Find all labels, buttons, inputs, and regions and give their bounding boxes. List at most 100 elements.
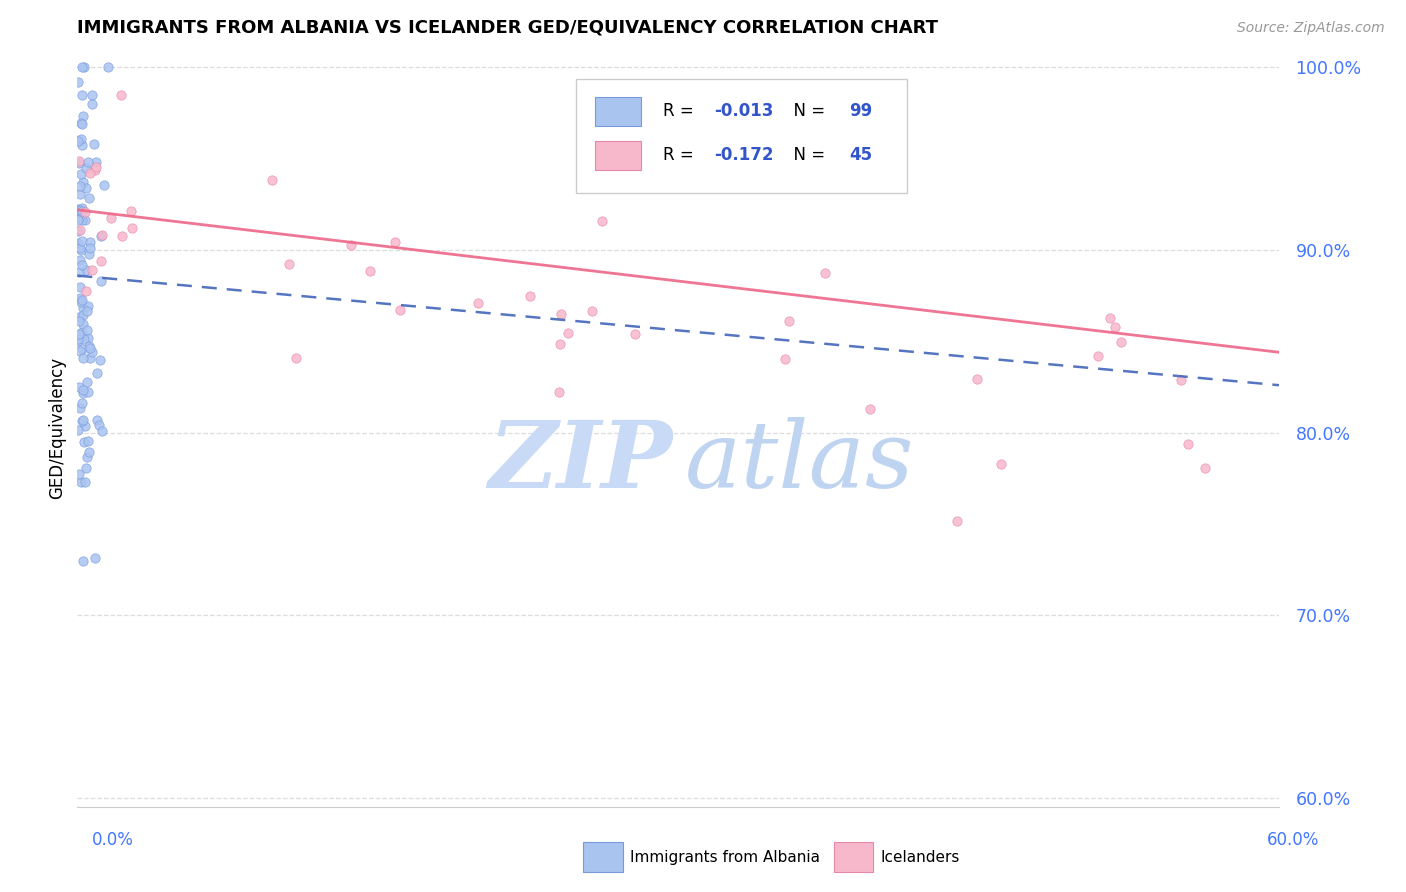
- Point: [76, 450, 98, 465]
- Point: [84, 160, 107, 174]
- Point: [77, 385, 100, 400]
- Point: [75, 263, 97, 277]
- Point: [1087, 349, 1109, 363]
- Point: [1194, 461, 1216, 475]
- Point: [70, 132, 93, 146]
- Point: [69, 223, 91, 237]
- Point: [278, 257, 301, 271]
- Point: [467, 295, 489, 310]
- Point: [70, 293, 93, 308]
- Point: [86, 366, 108, 380]
- Point: [75, 460, 97, 475]
- Point: [773, 351, 796, 366]
- Point: [67, 380, 90, 394]
- FancyBboxPatch shape: [576, 79, 907, 194]
- Point: [93, 178, 115, 192]
- Point: [67, 211, 90, 226]
- Point: [70, 396, 93, 410]
- Point: [1170, 372, 1192, 386]
- Point: [72, 434, 94, 449]
- Point: [80, 263, 103, 277]
- Point: [72, 383, 94, 397]
- Point: [72, 109, 94, 123]
- Point: [75, 419, 97, 434]
- Point: [990, 457, 1012, 471]
- Point: [1099, 310, 1122, 325]
- Point: [66, 235, 89, 250]
- Point: [79, 341, 101, 355]
- Point: [79, 445, 101, 459]
- Point: [66, 334, 89, 348]
- Point: [359, 264, 381, 278]
- Point: [80, 344, 103, 359]
- Point: [75, 181, 97, 195]
- Point: [82, 88, 104, 103]
- Point: [67, 156, 90, 170]
- Point: [70, 137, 93, 152]
- Text: 60.0%: 60.0%: [1267, 831, 1319, 849]
- Point: [285, 351, 308, 365]
- Point: [388, 302, 411, 317]
- Point: [72, 204, 94, 219]
- Point: [72, 175, 94, 189]
- Text: atlas: atlas: [685, 417, 914, 508]
- FancyBboxPatch shape: [596, 141, 641, 169]
- Point: [1104, 320, 1126, 334]
- Text: ZIP: ZIP: [488, 417, 672, 508]
- Text: Immigrants from Albania: Immigrants from Albania: [630, 850, 820, 864]
- Point: [69, 314, 91, 328]
- Text: 45: 45: [849, 146, 872, 164]
- Point: [83, 550, 105, 565]
- Point: [70, 475, 93, 489]
- Point: [66, 213, 89, 227]
- Point: [72, 413, 94, 427]
- Point: [73, 60, 96, 74]
- Point: [77, 338, 100, 352]
- Text: Source: ZipAtlas.com: Source: ZipAtlas.com: [1237, 21, 1385, 36]
- Point: [70, 325, 93, 339]
- Point: [77, 155, 100, 169]
- Point: [75, 284, 97, 298]
- Point: [966, 372, 988, 386]
- Point: [814, 266, 837, 280]
- Point: [76, 331, 98, 345]
- Point: [340, 238, 363, 252]
- Point: [67, 332, 90, 346]
- Point: [69, 291, 91, 305]
- Point: [624, 327, 647, 342]
- Text: -0.172: -0.172: [714, 146, 773, 164]
- Point: [79, 241, 101, 255]
- Point: [70, 235, 93, 249]
- Point: [69, 202, 91, 217]
- Point: [79, 235, 101, 249]
- Text: N =: N =: [783, 146, 831, 164]
- Point: [77, 191, 100, 205]
- Text: 99: 99: [849, 103, 872, 120]
- Text: -0.013: -0.013: [714, 103, 773, 120]
- Point: [72, 88, 94, 103]
- Point: [384, 235, 406, 250]
- Point: [89, 353, 111, 368]
- Text: R =: R =: [662, 103, 699, 120]
- Point: [548, 384, 571, 399]
- Point: [79, 351, 101, 366]
- Point: [859, 401, 882, 416]
- Point: [90, 229, 112, 244]
- Point: [1109, 335, 1132, 350]
- Point: [72, 202, 94, 216]
- Point: [79, 166, 101, 180]
- Point: [1177, 436, 1199, 450]
- Point: [67, 327, 90, 342]
- Point: [72, 351, 94, 366]
- Point: [70, 343, 93, 357]
- Point: [67, 202, 90, 217]
- Point: [262, 173, 284, 187]
- Point: [69, 253, 91, 268]
- Point: [946, 514, 969, 528]
- Point: [100, 211, 122, 226]
- Text: R =: R =: [662, 146, 699, 164]
- Point: [72, 413, 94, 427]
- Point: [69, 116, 91, 130]
- Point: [67, 154, 90, 169]
- Point: [66, 202, 89, 216]
